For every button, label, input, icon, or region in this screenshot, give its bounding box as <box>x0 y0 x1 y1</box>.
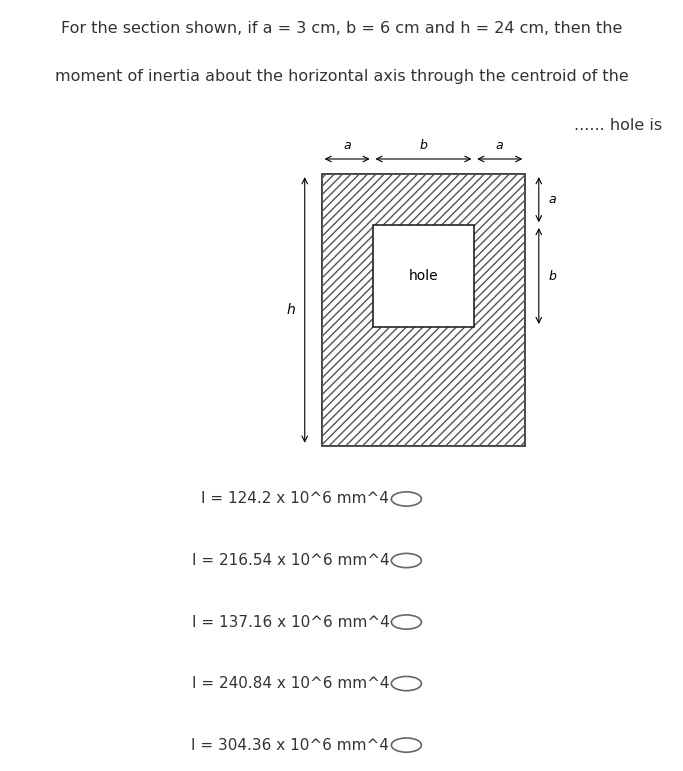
Bar <box>322 174 525 446</box>
Text: ...... hole is: ...... hole is <box>574 118 663 133</box>
Text: I = 137.16 x 10^6 mm^4: I = 137.16 x 10^6 mm^4 <box>191 614 389 630</box>
Text: I = 124.2 x 10^6 mm^4: I = 124.2 x 10^6 mm^4 <box>201 491 389 507</box>
Text: moment of inertia about the horizontal axis through the centroid of the: moment of inertia about the horizontal a… <box>55 69 628 84</box>
Text: I = 240.84 x 10^6 mm^4: I = 240.84 x 10^6 mm^4 <box>192 676 389 691</box>
Text: For the section shown, if a = 3 cm, b = 6 cm and h = 24 cm, then the: For the section shown, if a = 3 cm, b = … <box>61 21 622 35</box>
Bar <box>372 225 475 327</box>
Text: b: b <box>419 140 428 152</box>
Text: a: a <box>344 140 351 152</box>
Text: I = 216.54 x 10^6 mm^4: I = 216.54 x 10^6 mm^4 <box>192 553 389 568</box>
Bar <box>322 174 525 446</box>
Text: h: h <box>287 303 296 317</box>
Text: a: a <box>496 140 503 152</box>
Text: b: b <box>548 270 557 282</box>
Text: a: a <box>548 194 556 206</box>
Text: hole: hole <box>408 269 438 283</box>
Text: I = 304.36 x 10^6 mm^4: I = 304.36 x 10^6 mm^4 <box>191 738 389 752</box>
